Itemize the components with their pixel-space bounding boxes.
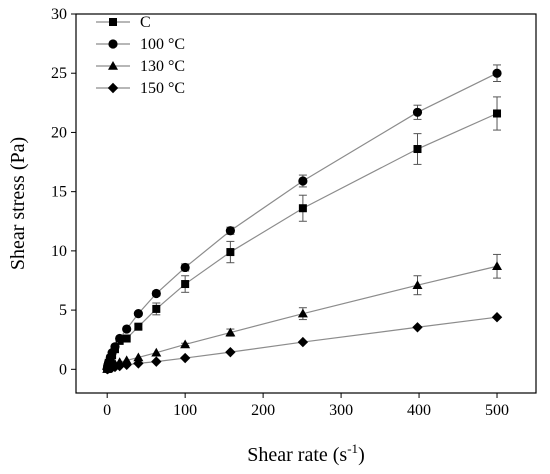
data-point	[298, 204, 307, 213]
data-point	[226, 248, 235, 257]
data-point	[225, 327, 236, 337]
y-tick-label: 30	[51, 6, 67, 23]
legend-item-3: 130 °C	[96, 58, 185, 75]
data-point	[152, 304, 161, 313]
data-point	[225, 226, 235, 236]
legend-label: C	[140, 14, 151, 31]
legend: C 100 °C 130 °C 150 °C	[96, 14, 185, 97]
data-point	[412, 107, 423, 117]
series-3	[102, 253, 503, 373]
legend-marker	[109, 18, 117, 26]
y-tick-label: 5	[59, 302, 67, 319]
data-point	[122, 324, 132, 334]
legend-item-1: C	[96, 14, 151, 31]
y-tick-label: 10	[51, 243, 67, 260]
data-point	[151, 356, 162, 367]
data-point	[492, 68, 502, 78]
legend-marker	[108, 61, 118, 70]
x-tick-label: 400	[407, 402, 431, 419]
data-point	[122, 334, 131, 343]
data-point	[298, 176, 308, 186]
series-line	[106, 265, 498, 370]
y-axis-title: Shear stress (Pa)	[7, 137, 29, 270]
data-point	[133, 358, 144, 369]
data-point	[121, 359, 132, 371]
legend-label: 130 °C	[140, 58, 185, 75]
data-point	[412, 322, 423, 333]
data-point	[134, 322, 143, 331]
series-4	[102, 312, 503, 375]
plot-frame	[75, 13, 537, 394]
y-tick-label: 15	[51, 184, 67, 201]
legend-marker	[108, 39, 118, 49]
series-line	[106, 112, 498, 369]
axes	[75, 13, 537, 394]
series-2	[102, 64, 502, 374]
series-1	[103, 96, 502, 373]
legend-marker	[107, 82, 119, 94]
y-tick-label: 0	[59, 361, 67, 378]
x-tick-label: 300	[329, 402, 353, 419]
legend-label: 150 °C	[140, 80, 185, 97]
y-tick-label: 20	[51, 124, 67, 141]
legend-label: 100 °C	[140, 36, 185, 53]
data-point	[151, 347, 162, 357]
y-tick-label: 25	[51, 65, 67, 82]
data-point	[180, 262, 190, 273]
data-point	[114, 360, 125, 372]
data-point	[109, 361, 121, 373]
data-point	[133, 309, 143, 319]
series-layer	[102, 64, 503, 375]
data-point	[110, 342, 120, 352]
x-tick-label: 200	[251, 402, 275, 419]
legend-item-2: 100 °C	[96, 36, 185, 53]
data-point	[115, 333, 125, 344]
data-point	[413, 145, 422, 154]
data-point	[491, 312, 503, 323]
x-axis-title: Shear rate (s-1)	[247, 441, 364, 466]
data-point	[181, 280, 190, 289]
data-point	[225, 346, 236, 358]
data-point	[412, 280, 423, 289]
data-point	[151, 288, 161, 299]
data-point	[493, 109, 502, 118]
x-tick-label: 500	[485, 402, 509, 419]
x-tick-label: 100	[173, 402, 197, 419]
x-tick-label: 0	[103, 402, 111, 419]
data-point	[180, 339, 191, 349]
legend-item-4: 150 °C	[96, 80, 185, 97]
data-point	[492, 261, 503, 271]
data-point	[297, 308, 308, 318]
ticks: 0 100 200 300 400 500 0 5 10 15 20 25 30	[51, 6, 509, 419]
data-point	[179, 352, 191, 364]
data-point	[133, 352, 144, 362]
data-point	[297, 336, 309, 348]
